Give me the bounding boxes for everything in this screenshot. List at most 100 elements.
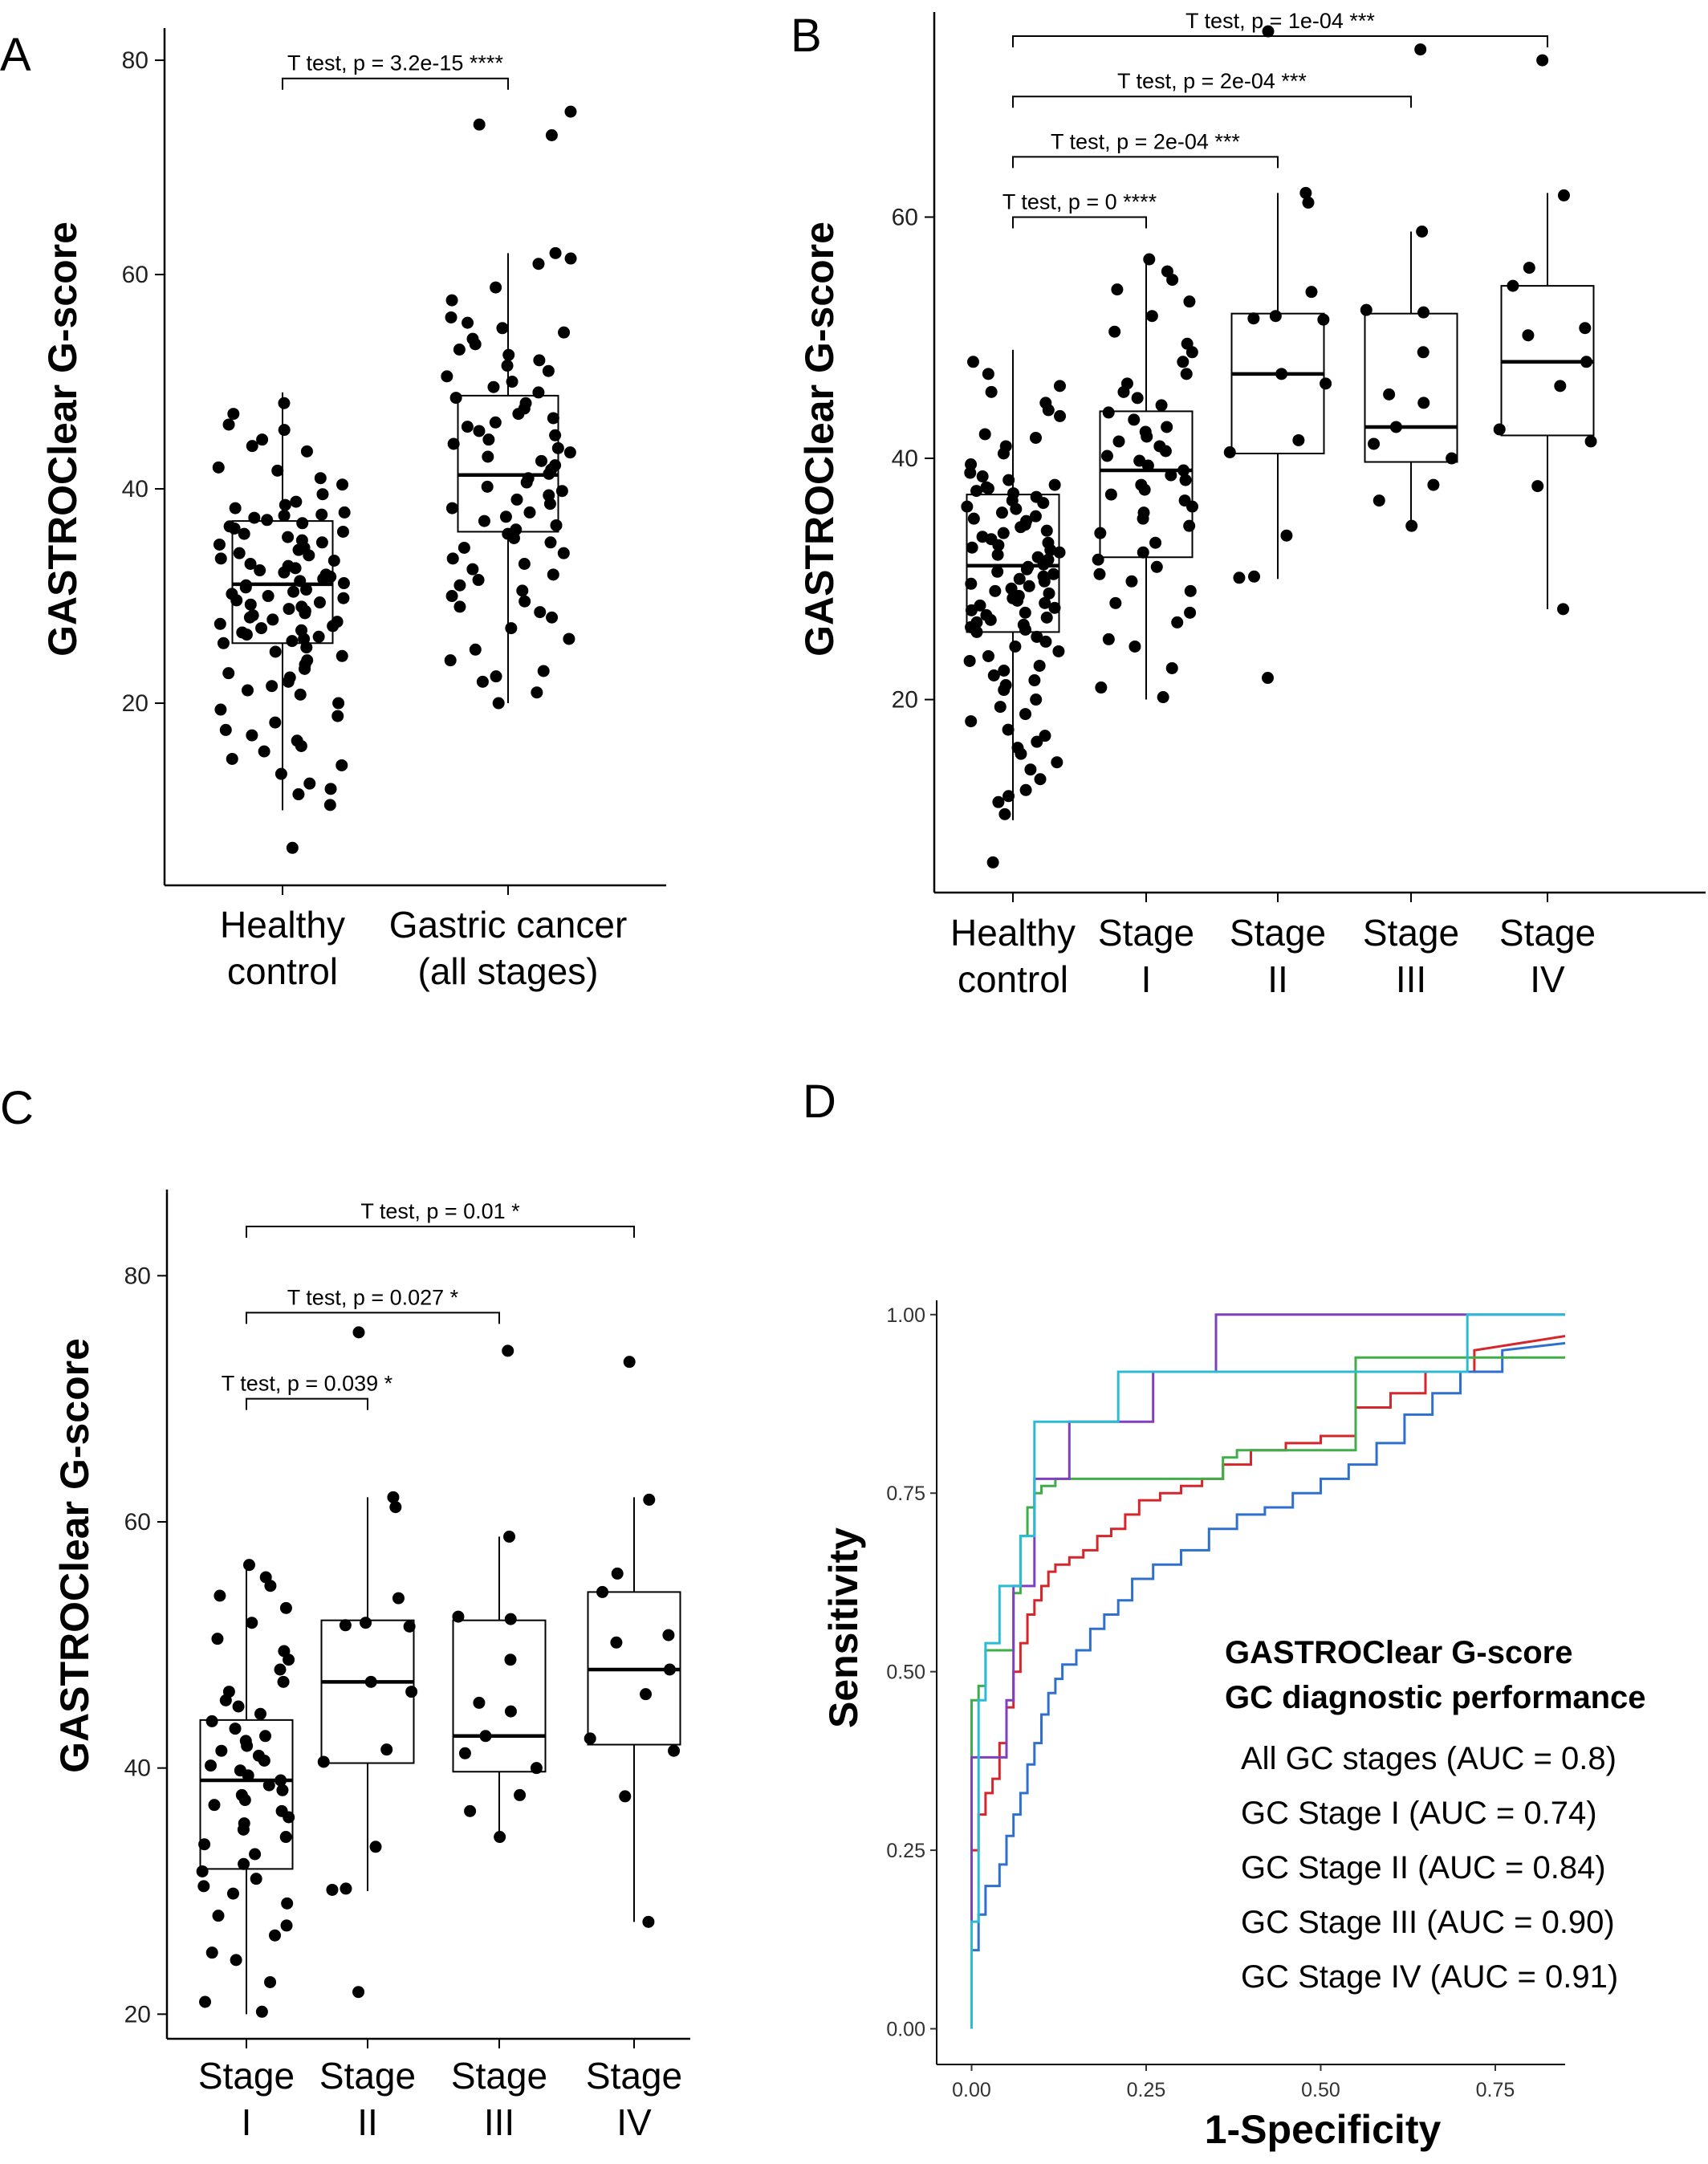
- panel-a-data-point: [445, 311, 458, 323]
- panel-b-data-point: [965, 577, 978, 590]
- panel-a-data-point: [214, 617, 226, 630]
- panel-b-data-point: [1557, 603, 1570, 616]
- panel-a-data-point: [244, 598, 257, 611]
- panel-a-data-point: [462, 316, 474, 329]
- panel-c-data-point: [232, 1700, 245, 1713]
- panel-b-data-point: [998, 684, 1011, 697]
- panel-b-data-point: [1108, 325, 1121, 338]
- panel-b-data-point: [966, 541, 978, 554]
- panel-b-data-point: [1141, 459, 1154, 472]
- panel-a-data-point: [241, 684, 254, 697]
- panel-b-data-point: [1019, 623, 1031, 636]
- panel-b-data-point: [976, 470, 989, 483]
- panel-d-x-tick-label: 0.50: [1301, 2079, 1340, 2101]
- panel-b-data-point: [1180, 368, 1193, 380]
- panel-a-data-point: [246, 440, 258, 453]
- panel-a-data-point: [303, 777, 316, 790]
- panel-a-data-point: [520, 476, 533, 489]
- panel-b-category-label: III: [1396, 958, 1426, 1000]
- panel-b-category-label: Stage: [1363, 912, 1459, 954]
- panel-b-data-point: [999, 440, 1012, 453]
- panel-a-data-point: [332, 697, 345, 710]
- panel-a-data-point: [269, 645, 282, 658]
- panel-b-data-point: [1372, 494, 1385, 507]
- panel-a-data-point: [294, 575, 307, 588]
- panel-c-y-tick-label: 40: [124, 1755, 151, 1782]
- panel-c-data-point: [274, 1774, 287, 1787]
- panel-b-data-point: [984, 613, 997, 626]
- panel-b-data-point: [1028, 674, 1041, 687]
- panel-c-data-point: [405, 1686, 418, 1698]
- panel-a-data-point: [315, 508, 328, 521]
- panel-b-data-point: [1024, 763, 1037, 776]
- panel-b-data-point: [982, 368, 994, 380]
- panel-b-data-point: [994, 701, 1007, 714]
- panel-c-data-point: [389, 1501, 402, 1514]
- panel-b-data-point: [1184, 606, 1197, 619]
- panel-c-data-point: [504, 1705, 517, 1718]
- panel-d-y-tick-label: 1.00: [886, 1304, 925, 1327]
- panel-a-data-point: [212, 461, 225, 474]
- panel-a-data-point: [446, 552, 459, 565]
- panel-b-data-point: [1111, 283, 1124, 296]
- panel-d-y-tick-label: 0.00: [886, 2019, 925, 2041]
- panel-b-data-point: [1320, 377, 1332, 390]
- panel-a-data-point: [543, 467, 555, 480]
- panel-c-data-point: [317, 1755, 330, 1768]
- panel-a-data-point: [551, 441, 564, 454]
- panel-b-data-point: [1368, 437, 1381, 450]
- panel-a-data-point: [336, 649, 348, 662]
- panel-b-data-point: [1523, 262, 1535, 275]
- panel-b-data-point: [1019, 708, 1032, 721]
- panel-b-data-point: [1039, 635, 1052, 648]
- panel-a-data-point: [299, 662, 311, 675]
- panel-b-data-point: [1053, 546, 1066, 559]
- panel-b-plot: 204060HealthycontrolStageIStageIIStageII…: [892, 9, 1706, 1000]
- panel-a-label: A: [0, 29, 31, 81]
- panel-a-data-point: [255, 622, 268, 635]
- panel-a-data-point: [278, 509, 291, 522]
- panel-c-data-point: [226, 1887, 239, 1900]
- panel-c-data-point: [340, 1882, 352, 1895]
- panel-a-data-point: [240, 628, 253, 641]
- panel-a-data-point: [507, 531, 520, 544]
- panel-b-data-point: [1165, 661, 1178, 674]
- panel-b-data-point: [1040, 611, 1053, 624]
- panel-a-data-point: [447, 437, 460, 450]
- panel-b-data-point: [1302, 196, 1315, 209]
- panel-b-data-point: [1095, 681, 1108, 694]
- panel-a-data-point: [300, 445, 313, 458]
- panel-a-data-point: [537, 665, 550, 677]
- panel-a-significance-label: T test, p = 3.2e-15 ****: [287, 51, 503, 75]
- legend-item-all-stages: All GC stages (AUC = 0.8): [1241, 1741, 1616, 1776]
- panel-c-data-point: [504, 1613, 517, 1625]
- panel-b-label: B: [791, 10, 822, 62]
- panel-a-data-point: [279, 498, 291, 511]
- panel-b-data-point: [1157, 691, 1169, 704]
- panel-c-data-point: [643, 1493, 656, 1506]
- panel-c-data-point: [219, 1694, 232, 1706]
- panel-b-category-label: Stage: [1230, 912, 1326, 954]
- panel-a-data-point: [544, 536, 557, 549]
- panel-a-data-point: [292, 788, 305, 801]
- panel-b-data-point: [1128, 413, 1141, 426]
- panel-b-data-point: [1360, 303, 1372, 316]
- panel-c-data-point: [276, 1784, 289, 1796]
- panel-d-x-tick-label: 0.75: [1476, 2079, 1515, 2101]
- panel-b-data-point: [1015, 747, 1027, 760]
- panel-b-data-point: [1305, 286, 1318, 299]
- panel-b-data-point: [963, 654, 976, 667]
- panel-b-data-point: [992, 539, 1005, 551]
- panel-a-data-point: [282, 675, 295, 688]
- panel-c-data-point: [281, 1897, 294, 1910]
- panel-b-data-point: [1183, 519, 1196, 532]
- panel-b-y-title: GASTROClear G-score: [797, 222, 842, 657]
- panel-b-data-point: [1051, 756, 1063, 769]
- panel-a-data-point: [262, 590, 274, 603]
- panel-a-data-point: [469, 338, 482, 351]
- panel-b-data-point: [1020, 563, 1033, 576]
- panel-b-data-point: [1037, 558, 1050, 571]
- panel-b-data-point: [1033, 659, 1046, 672]
- panel-c-data-point: [277, 1675, 290, 1688]
- panel-a-data-point: [316, 488, 329, 501]
